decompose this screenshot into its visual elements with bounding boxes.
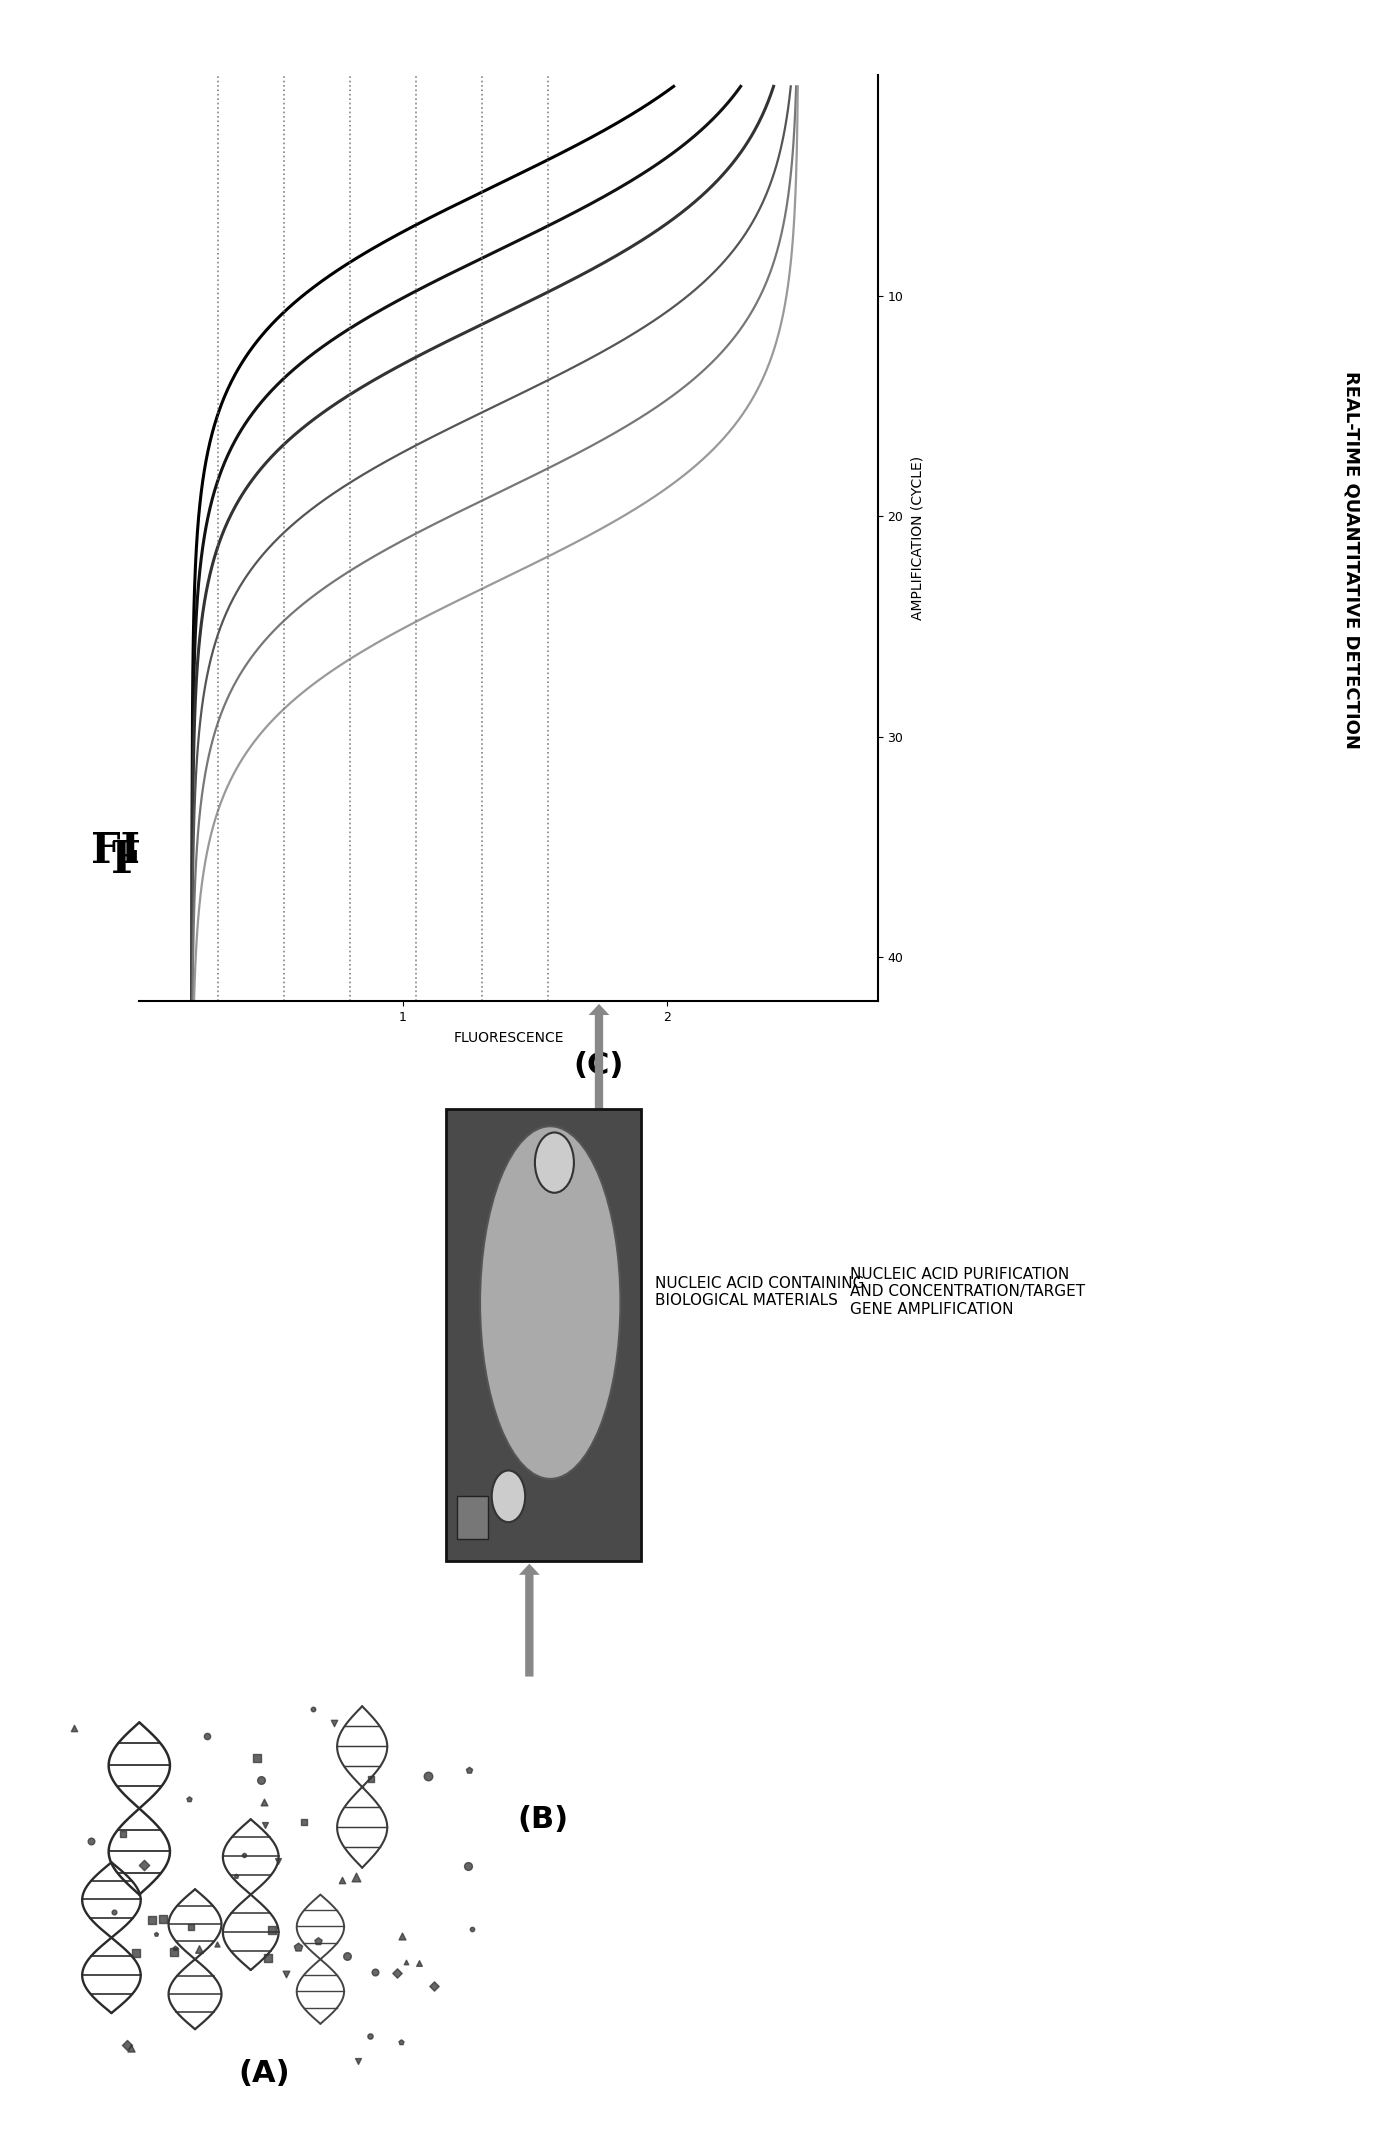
Circle shape: [492, 1470, 525, 1522]
Point: [293, 1804, 315, 1839]
Point: [152, 1901, 174, 1936]
Point: [256, 1940, 279, 1974]
Point: [134, 1847, 156, 1882]
Point: [141, 1903, 163, 1938]
Point: [364, 1955, 386, 1989]
Text: (B): (B): [518, 1804, 568, 1834]
Point: [386, 1955, 408, 1989]
Point: [306, 1925, 329, 1959]
Text: (C): (C): [574, 1051, 624, 1081]
Point: [347, 2043, 369, 2078]
Point: [116, 2028, 138, 2063]
Circle shape: [535, 1132, 574, 1193]
Point: [423, 1970, 446, 2004]
Bar: [446, 1109, 641, 1561]
Point: [233, 1837, 255, 1871]
Y-axis label: AMPLIFICATION (CYCLE): AMPLIFICATION (CYCLE): [910, 456, 924, 620]
Point: [266, 1843, 288, 1877]
Point: [391, 1918, 414, 1953]
Text: (A): (A): [238, 2060, 291, 2088]
Point: [255, 1809, 277, 1843]
Point: [322, 1705, 344, 1740]
Point: [457, 1753, 479, 1787]
Text: NUCLEIC ACID PURIFICATION
AND CONCENTRATION/TARGET
GENE AMPLIFICATION: NUCLEIC ACID PURIFICATION AND CONCENTRAT…: [850, 1266, 1085, 1318]
Point: [103, 1895, 125, 1929]
Point: [164, 1931, 187, 1966]
Point: [196, 1718, 219, 1753]
Point: [276, 1957, 298, 1992]
Point: [79, 1824, 102, 1858]
Point: [63, 1709, 85, 1744]
Point: [111, 1817, 134, 1852]
X-axis label: FLUORESCENCE: FLUORESCENCE: [453, 1031, 564, 1044]
Point: [205, 1927, 227, 1961]
Point: [252, 1785, 274, 1819]
Point: [359, 1761, 382, 1796]
Text: REAL-TIME QUANTITATIVE DETECTION: REAL-TIME QUANTITATIVE DETECTION: [1343, 370, 1360, 749]
Text: FIG. 1: FIG. 1: [91, 829, 231, 872]
Point: [245, 1740, 267, 1774]
Point: [390, 2024, 412, 2058]
Point: [260, 1914, 283, 1948]
Point: [145, 1916, 167, 1951]
Point: [302, 1692, 325, 1727]
Point: [224, 1858, 247, 1892]
Point: [417, 1759, 439, 1793]
Point: [251, 1763, 273, 1798]
Bar: [457, 1496, 488, 1539]
Point: [287, 1929, 309, 1964]
Point: [394, 1944, 417, 1979]
Point: [125, 1936, 148, 1970]
Point: [358, 2020, 380, 2054]
Text: NUCLEIC ACID CONTAINING
BIOLOGICAL MATERIALS: NUCLEIC ACID CONTAINING BIOLOGICAL MATER…: [655, 1275, 864, 1309]
Point: [408, 1946, 430, 1981]
Point: [163, 1936, 185, 1970]
Text: FIG. 1: FIG. 1: [111, 840, 262, 883]
Ellipse shape: [481, 1126, 620, 1479]
Point: [461, 1912, 483, 1946]
Point: [178, 1781, 201, 1815]
Point: [336, 1938, 358, 1972]
Point: [345, 1860, 368, 1895]
Point: [188, 1931, 210, 1966]
Point: [180, 1910, 202, 1944]
Point: [330, 1862, 352, 1897]
Point: [457, 1847, 479, 1882]
Point: [120, 2030, 142, 2065]
